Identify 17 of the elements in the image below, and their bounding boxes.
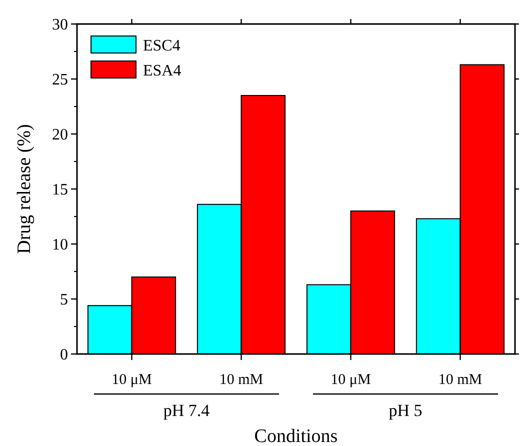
legend-label: ESC4: [143, 38, 180, 55]
x-tick-label: 10 μM: [330, 372, 371, 388]
legend-label: ESA4: [143, 62, 182, 80]
y-tick-label: 25: [52, 72, 68, 89]
x-tick-label: 10 mM: [219, 372, 264, 388]
x-tick-label: 10 mM: [438, 372, 482, 388]
y-axis-title: Drug release (%): [14, 124, 35, 254]
text: pH 5: [388, 401, 422, 420]
y-tick-label: 15: [52, 182, 68, 199]
y-tick-label: 20: [52, 126, 68, 144]
y-tick-label: 5: [60, 292, 68, 309]
x-axis-title: Conditions: [254, 426, 338, 446]
y-tick-label: 10: [52, 236, 68, 254]
y-tick-label: 30: [52, 16, 68, 34]
y-tick-label: 0: [60, 346, 68, 364]
x-tick-label: 10 μM: [112, 372, 152, 388]
text: pH 7.4: [163, 401, 210, 420]
